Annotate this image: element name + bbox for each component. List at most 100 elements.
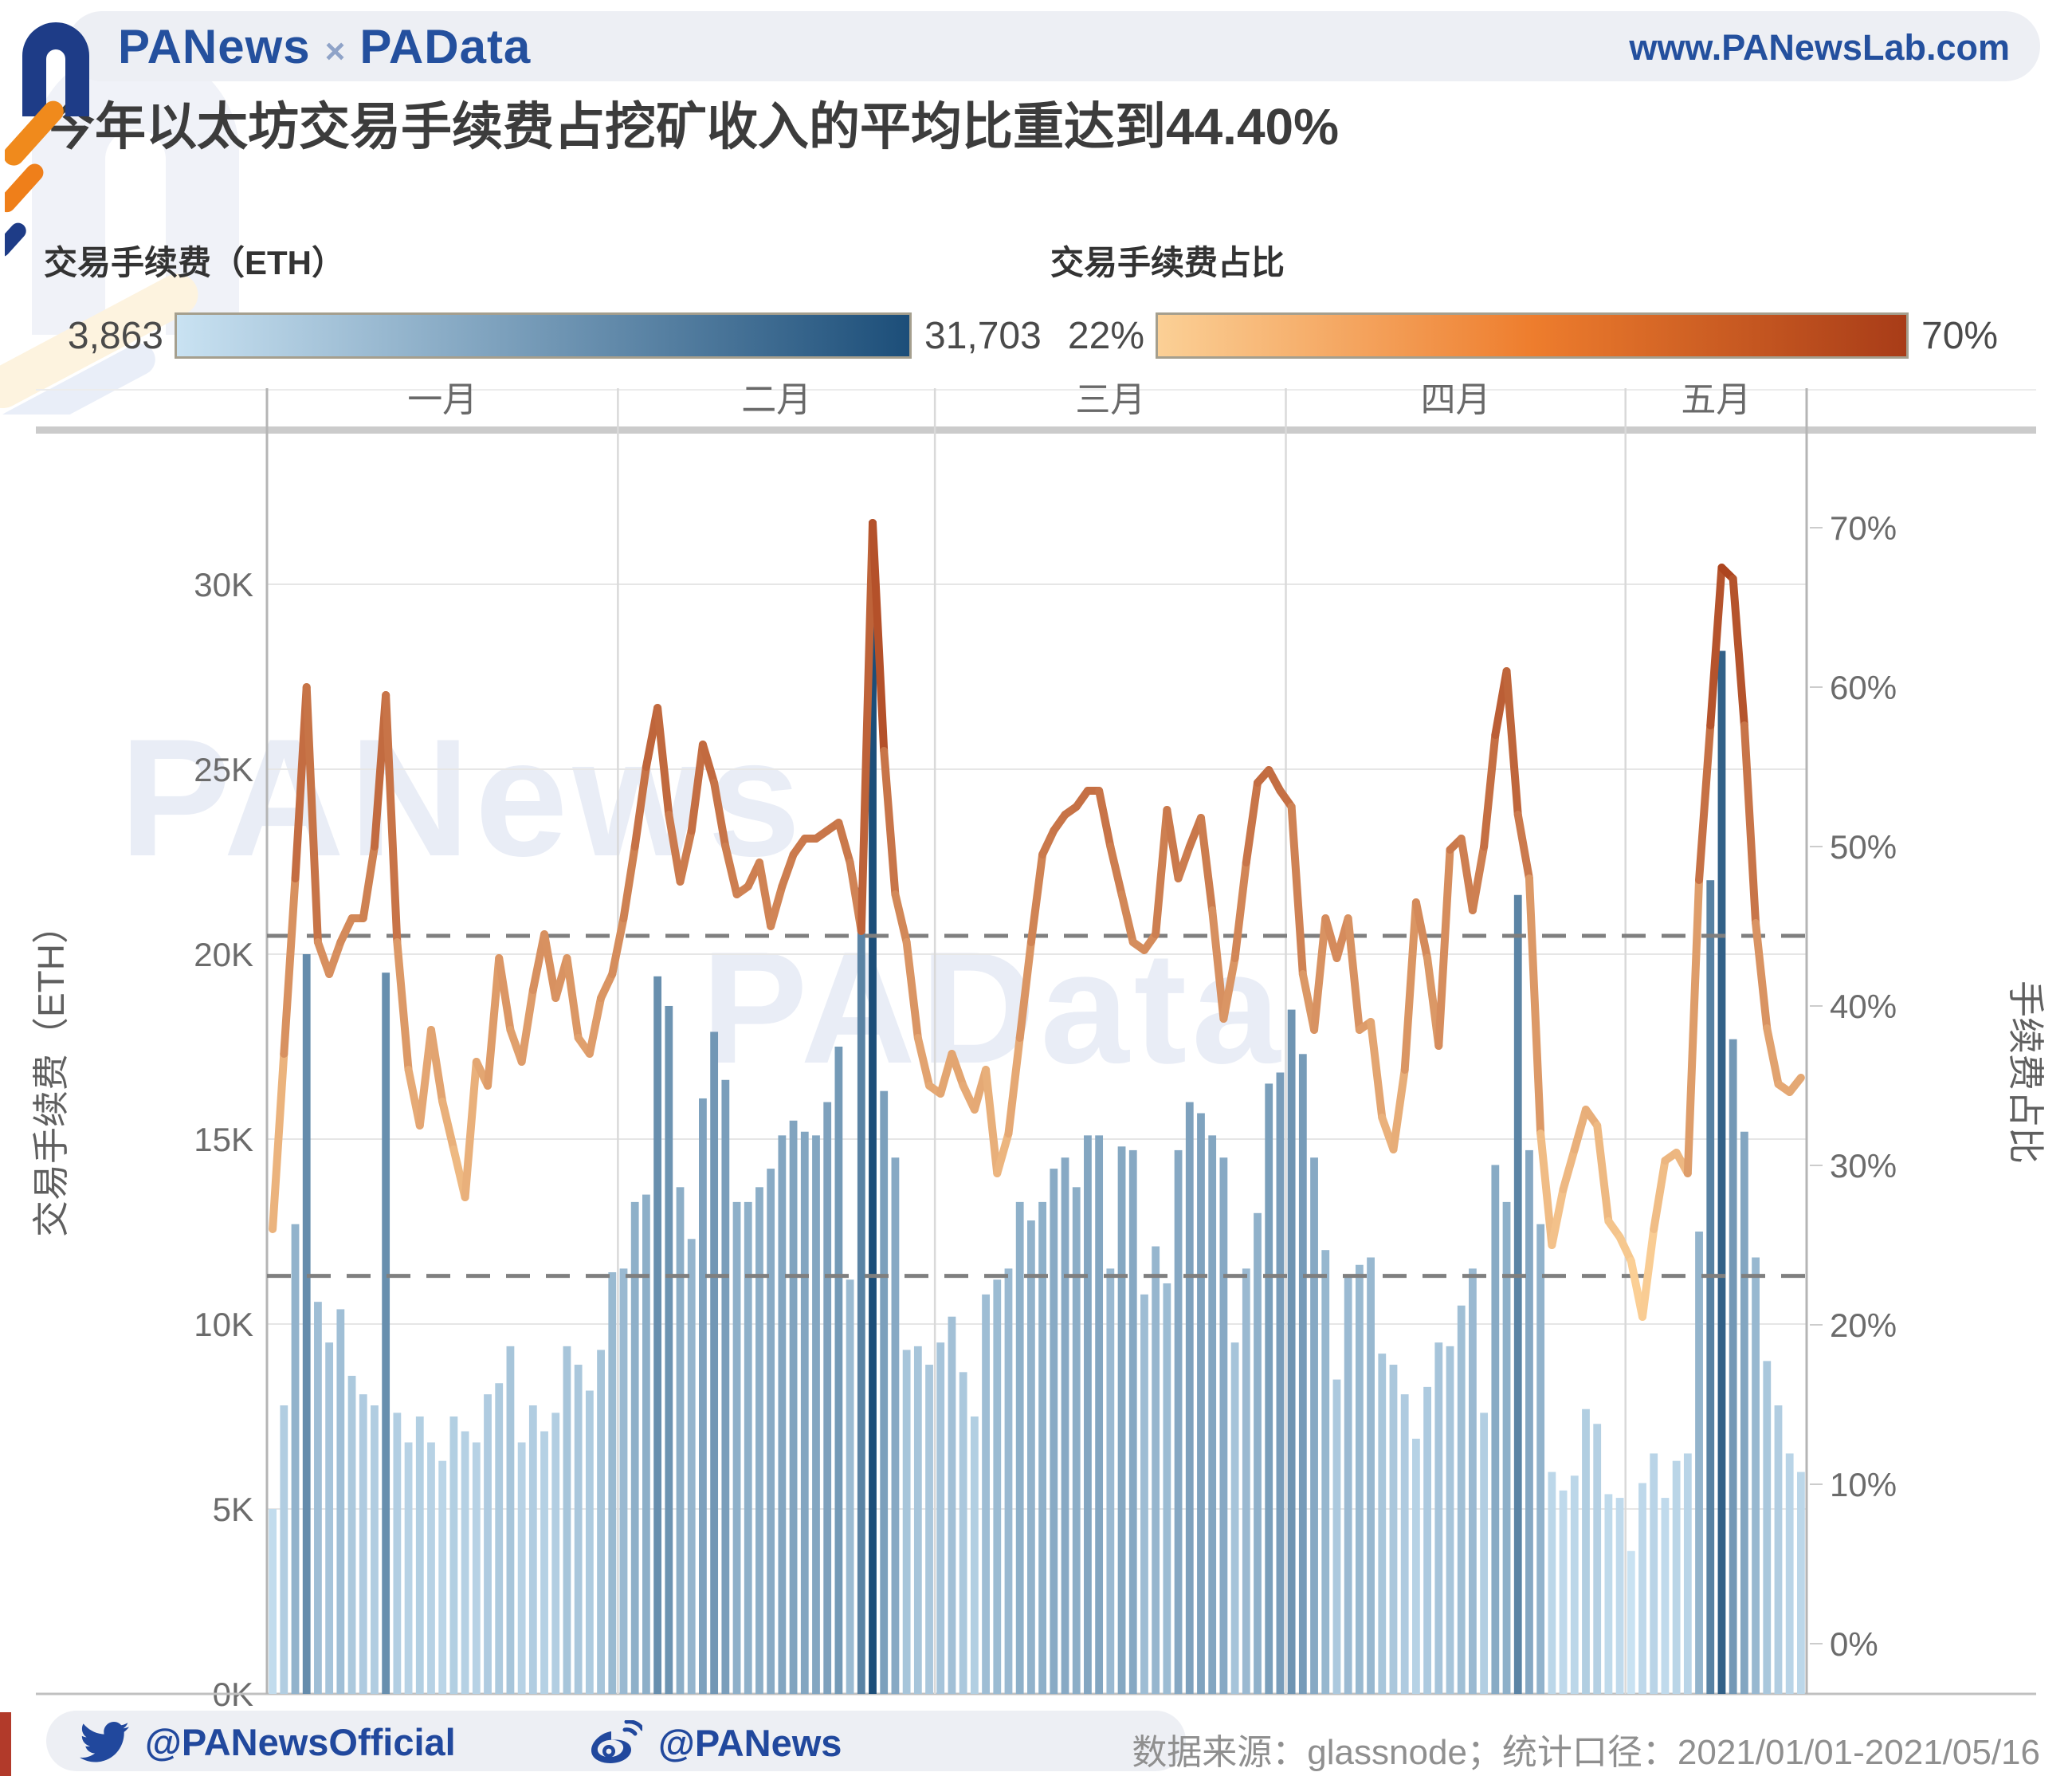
fee-bar — [823, 1102, 832, 1694]
ratio-line-segment — [1638, 1225, 1658, 1321]
ratio-line-segment — [426, 1026, 447, 1106]
fee-bar — [1717, 650, 1726, 1694]
fee-bar — [778, 1135, 787, 1694]
fee-bar — [834, 1047, 843, 1694]
fee-bar — [563, 1346, 571, 1694]
fee-bar — [902, 1350, 911, 1694]
ratio-line-segment — [1729, 575, 1748, 729]
fee-bar — [913, 1346, 922, 1694]
fee-bar — [314, 1302, 322, 1694]
fee-bar — [1106, 1268, 1115, 1694]
fee-bar — [1344, 1275, 1352, 1694]
ratio-line-segment — [563, 954, 583, 1042]
panews-logo-icon — [5, 22, 89, 257]
fee-bar — [551, 1413, 560, 1694]
ratio-line-segment — [302, 683, 322, 946]
ratio-line-segment — [857, 519, 877, 935]
fee-bar — [699, 1098, 707, 1694]
fee-bar — [732, 1201, 741, 1694]
ratio-line-segment — [1208, 906, 1228, 1023]
fee-bar — [1004, 1268, 1013, 1694]
ratio-line-segment — [880, 747, 900, 898]
ratio-line-segment — [710, 779, 730, 851]
fee-bar — [1163, 1283, 1171, 1694]
fee-bar — [936, 1342, 945, 1694]
fee-bar — [1604, 1494, 1613, 1694]
ratio-line-segment — [608, 914, 628, 978]
month-label: 一月 — [407, 383, 477, 419]
fee-bar — [846, 1279, 854, 1694]
ratio-line-segment — [869, 519, 889, 755]
fee-bar — [857, 887, 865, 1694]
ratio-line-segment — [948, 1050, 967, 1090]
ratio-line-segment — [1650, 1157, 1670, 1233]
fee-bar — [1140, 1294, 1148, 1694]
fee-bar — [1513, 894, 1522, 1694]
fee-bar — [891, 1157, 900, 1694]
right-axis-tick-label: 40% — [1830, 988, 1897, 1025]
ratio-line-segment — [619, 843, 639, 922]
fee-bar — [415, 1416, 424, 1694]
ratio-line-segment — [834, 819, 854, 866]
ratio-line-segment — [767, 882, 787, 930]
fee-bar — [1570, 1475, 1579, 1694]
right-axis-tick-label: 70% — [1830, 509, 1897, 547]
fee-bar — [948, 1316, 956, 1694]
ratio-line-segment — [517, 986, 537, 1066]
fee-bar — [1423, 1386, 1432, 1694]
ratio-line-segment — [1480, 731, 1500, 851]
fee-bar — [653, 976, 662, 1694]
ratio-line-segment — [1344, 914, 1364, 1034]
month-label: 三月 — [1075, 383, 1145, 419]
fee-bar — [506, 1346, 515, 1694]
fee-bar — [484, 1394, 492, 1694]
legend-fee: 交易手续费（ETH） 3,863 31,703 — [44, 236, 1042, 359]
right-axis-tick-label: 50% — [1830, 828, 1897, 866]
ratio-line-segment — [382, 691, 402, 946]
fee-bar — [710, 1031, 719, 1694]
fee-bar — [1219, 1157, 1228, 1694]
ratio-line-segment — [1004, 1034, 1024, 1138]
left-axis-tick-label: 30K — [194, 566, 253, 603]
ratio-line-segment — [1219, 954, 1239, 1023]
fee-bar — [1389, 1365, 1398, 1694]
fee-bar — [1310, 1157, 1318, 1694]
twitter-handle: @PANewsOfficial — [145, 1721, 456, 1763]
ratio-line-segment — [415, 1026, 435, 1130]
fee-bar — [1185, 1102, 1194, 1694]
fee-bar — [1661, 1498, 1670, 1694]
ratio-line-segment — [1411, 898, 1432, 962]
fee-bar — [869, 521, 877, 1695]
legend-ratio-min: 22% — [1067, 314, 1144, 357]
ratio-line-segment — [393, 938, 413, 1074]
ratio-line-segment — [1117, 890, 1137, 946]
fee-bar — [982, 1294, 990, 1694]
ratio-line-segment — [755, 859, 775, 930]
fee-bar — [619, 1268, 628, 1694]
ratio-line-segment — [1026, 851, 1047, 946]
fee-bar — [495, 1383, 504, 1694]
header-url: www.PANewsLab.com — [1629, 27, 2010, 68]
fee-bar — [461, 1431, 469, 1694]
ratio-line-segment — [913, 1034, 934, 1090]
brand-panews: PANews — [118, 20, 311, 73]
fee-bar — [1332, 1379, 1341, 1694]
fee-bar — [1706, 880, 1715, 1694]
fee-bar — [687, 1239, 696, 1694]
fee-bar — [302, 954, 311, 1694]
ratio-line-segment — [1525, 874, 1545, 1138]
ratio-line-segment — [1287, 803, 1307, 978]
ratio-line-segment — [687, 741, 707, 835]
ratio-line-segment — [676, 827, 696, 886]
left-axis-tick-label: 10K — [194, 1306, 253, 1343]
fee-bar — [1615, 1498, 1624, 1694]
ratio-line-segment — [359, 843, 379, 922]
ratio-line-segment — [1152, 806, 1171, 938]
fee-bar — [1411, 1438, 1420, 1694]
ratio-line-segment — [495, 954, 515, 1034]
ratio-line-segment — [438, 1098, 458, 1153]
fee-bar — [1593, 1424, 1602, 1694]
watermark-padata: PAData — [701, 919, 1285, 1097]
logo-stripes — [5, 100, 64, 257]
fee-bar — [1434, 1342, 1443, 1694]
